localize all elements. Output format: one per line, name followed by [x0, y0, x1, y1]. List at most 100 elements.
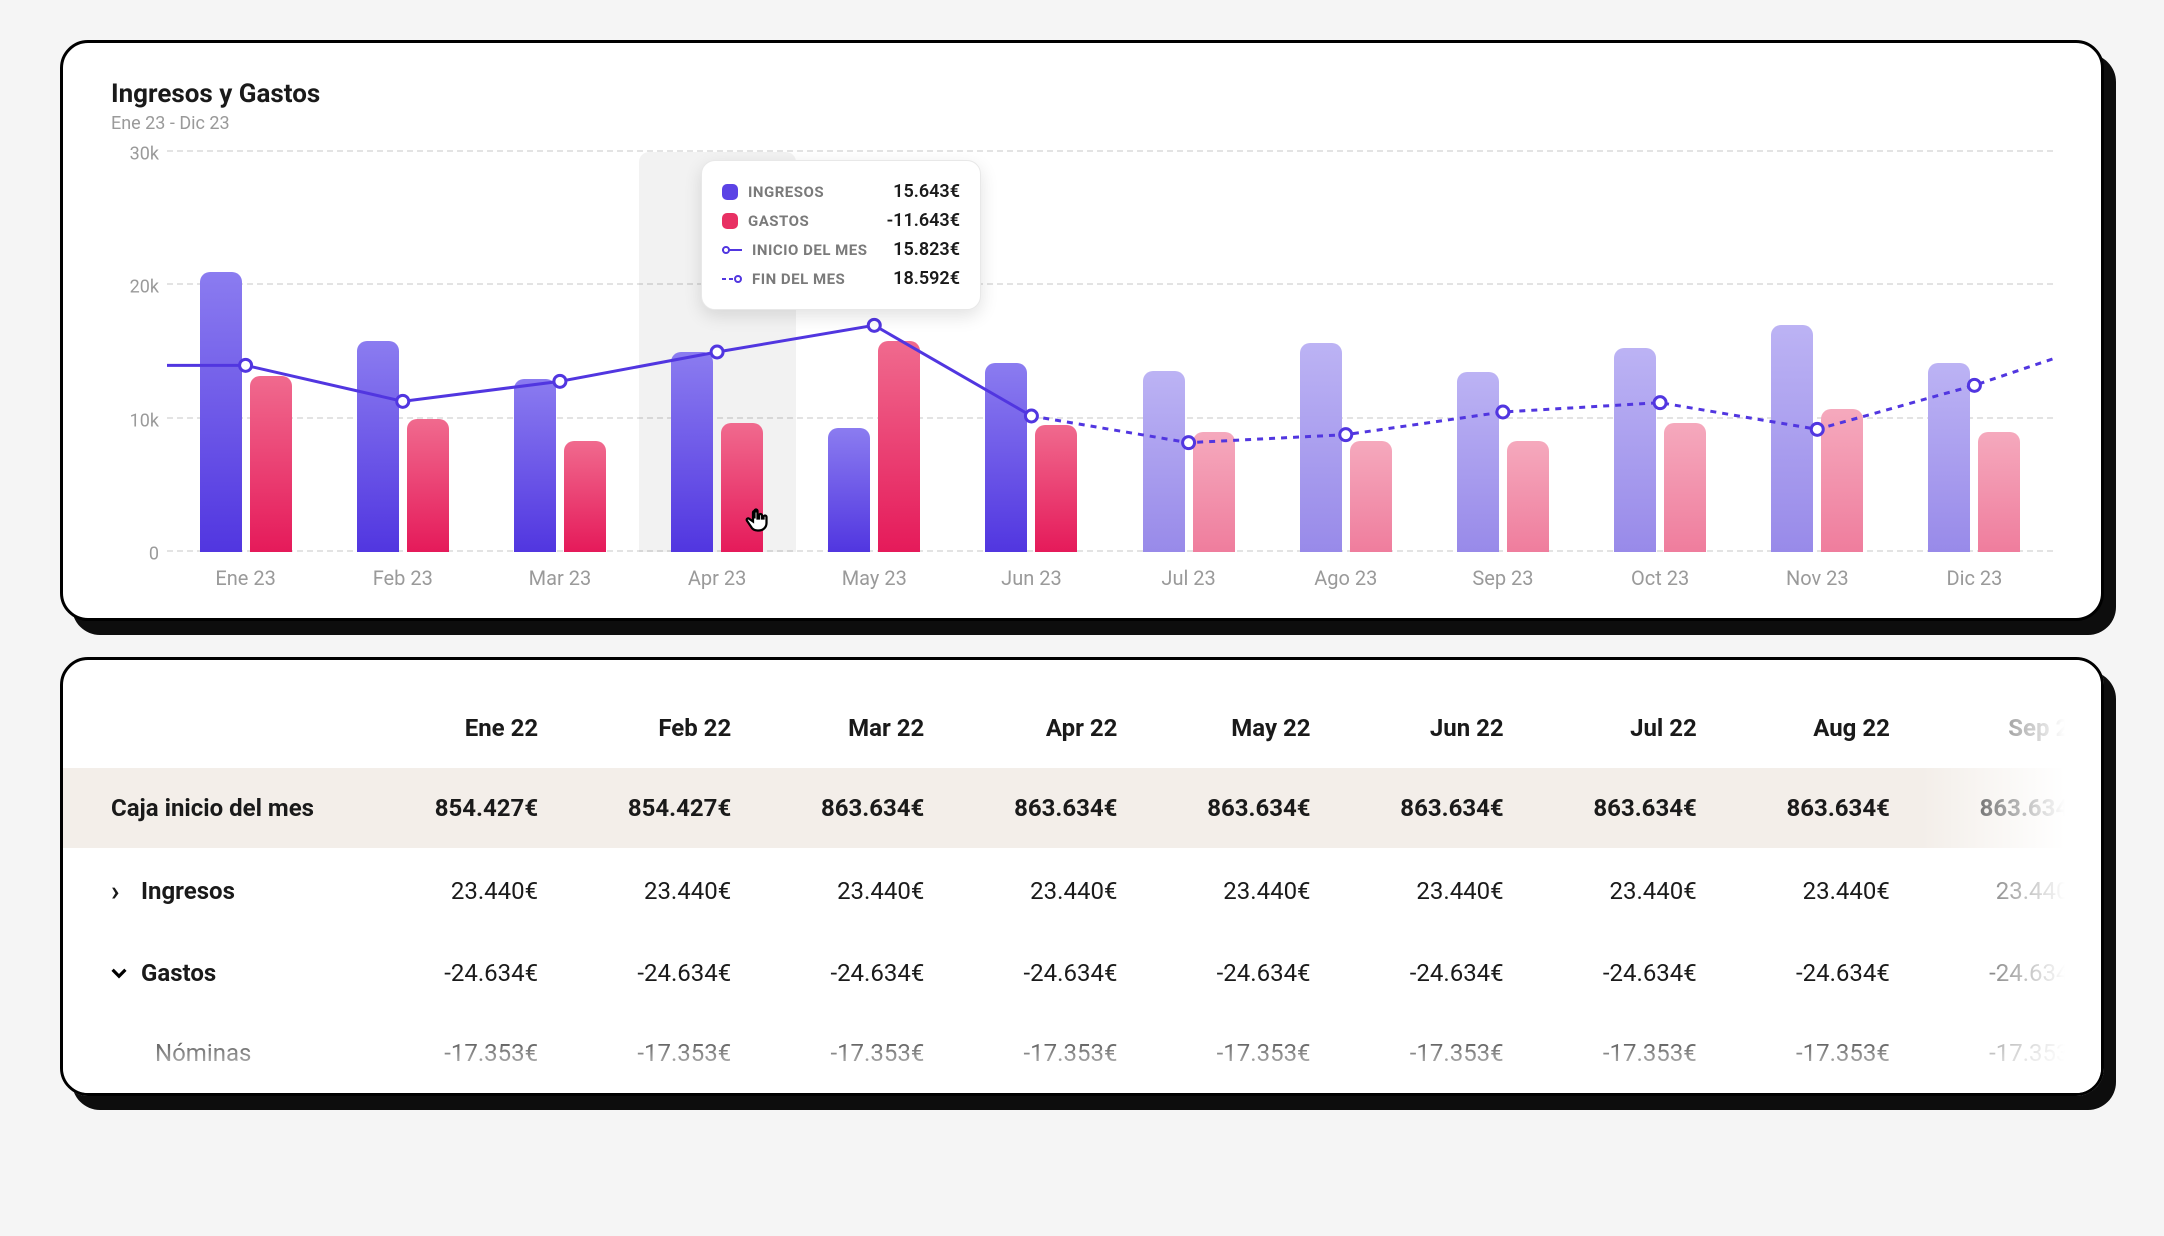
- month-column[interactable]: [167, 152, 324, 552]
- tooltip-label: INICIO DEL MES: [752, 241, 867, 259]
- bar-gastos[interactable]: [1193, 432, 1235, 552]
- table-cell: 23.440€: [556, 848, 749, 933]
- chevron-right-icon[interactable]: ›: [111, 874, 129, 907]
- table-cell: 23.440€: [1715, 848, 1908, 933]
- table-cell: -24.634€: [749, 933, 942, 1013]
- table-header[interactable]: Mar 22: [749, 688, 942, 768]
- bar-ingresos[interactable]: [514, 379, 556, 552]
- month-column[interactable]: [1582, 152, 1739, 552]
- table-cell: -17.353€: [942, 1013, 1135, 1093]
- table-cell: -24.634€: [556, 933, 749, 1013]
- bar-ingresos[interactable]: [828, 428, 870, 552]
- table-header[interactable]: Aug 22: [1715, 688, 1908, 768]
- bar-gastos[interactable]: [1035, 425, 1077, 552]
- x-axis-labels: Ene 23Feb 23Mar 23Apr 23May 23Jun 23Jul …: [167, 552, 2053, 590]
- bar-ingresos[interactable]: [200, 272, 242, 552]
- x-label: Oct 23: [1582, 552, 1739, 590]
- bar-ingresos[interactable]: [1300, 343, 1342, 552]
- bar-gastos[interactable]: [1664, 423, 1706, 552]
- table-cell: -24.634€: [1135, 933, 1328, 1013]
- bar-ingresos[interactable]: [1928, 363, 1970, 552]
- table-cell: 863.634€: [1715, 768, 1908, 848]
- table-row: Nóminas-17.353€-17.353€-17.353€-17.353€-…: [63, 1013, 2101, 1093]
- row-label-cell: Caja inicio del mes: [63, 768, 363, 848]
- chart-subtitle: Ene 23 - Dic 23: [111, 113, 2053, 134]
- tooltip-row: INICIO DEL MES 15.823€: [722, 235, 960, 264]
- table-cell: 863.634€: [749, 768, 942, 848]
- table-cell: -24.634€: [942, 933, 1135, 1013]
- table-cell: -17.353€: [556, 1013, 749, 1093]
- table-cell: -17.353€: [1329, 1013, 1522, 1093]
- table-cell: 23.440€: [1329, 848, 1522, 933]
- bar-columns[interactable]: [167, 152, 2053, 552]
- table-cell: 863.634€: [1329, 768, 1522, 848]
- tooltip-label: GASTOS: [748, 212, 809, 230]
- bar-ingresos[interactable]: [1771, 325, 1813, 552]
- tooltip-row: INGRESOS15.643€: [722, 177, 960, 206]
- table-cell: 854.427€: [556, 768, 749, 848]
- table-cell: -24.634€: [1522, 933, 1715, 1013]
- row-label-cell[interactable]: Gastos: [63, 933, 363, 1013]
- month-column[interactable]: [1110, 152, 1267, 552]
- table-header[interactable]: May 22: [1135, 688, 1328, 768]
- chevron-down-icon[interactable]: [111, 959, 129, 987]
- table-card: Ene 22Feb 22Mar 22Apr 22May 22Jun 22Jul …: [60, 657, 2104, 1096]
- x-label: Sep 23: [1424, 552, 1581, 590]
- x-label: Ago 23: [1267, 552, 1424, 590]
- month-column[interactable]: [1739, 152, 1896, 552]
- x-label: Dic 23: [1896, 552, 2053, 590]
- table-row: Caja inicio del mes854.427€854.427€863.6…: [63, 768, 2101, 848]
- table-cell: -17.353€: [363, 1013, 556, 1093]
- table-cell: 863.634€: [942, 768, 1135, 848]
- y-tick: 30k: [111, 144, 159, 165]
- tooltip-value: 15.823€: [893, 239, 960, 260]
- y-tick: 10k: [111, 410, 159, 431]
- month-column[interactable]: [1896, 152, 2053, 552]
- row-label: Caja inicio del mes: [111, 794, 314, 822]
- table-cell: 23.440€: [1522, 848, 1715, 933]
- table-cell: 23.440€: [749, 848, 942, 933]
- month-column[interactable]: [1267, 152, 1424, 552]
- table-cell: 863.634€: [1135, 768, 1328, 848]
- bar-ingresos[interactable]: [1143, 371, 1185, 552]
- pointer-cursor-icon: [741, 502, 777, 546]
- bar-ingresos[interactable]: [1457, 372, 1499, 552]
- bar-ingresos[interactable]: [671, 352, 713, 552]
- table-header[interactable]: Sep 22: [1908, 688, 2101, 768]
- month-column[interactable]: [481, 152, 638, 552]
- table-row: ›Ingresos23.440€23.440€23.440€23.440€23.…: [63, 848, 2101, 933]
- bar-gastos[interactable]: [250, 376, 292, 552]
- table-header[interactable]: Jul 22: [1522, 688, 1715, 768]
- table-cell: 863.634€: [1908, 768, 2101, 848]
- table-cell: 863.634€: [1522, 768, 1715, 848]
- row-label: Gastos: [141, 959, 216, 987]
- month-column[interactable]: [324, 152, 481, 552]
- legend-swatch: [722, 213, 738, 229]
- bar-gastos[interactable]: [878, 341, 920, 552]
- table-corner: [63, 688, 363, 768]
- bar-ingresos[interactable]: [357, 341, 399, 552]
- table-header[interactable]: Feb 22: [556, 688, 749, 768]
- x-label: Apr 23: [639, 552, 796, 590]
- bar-gastos[interactable]: [1350, 441, 1392, 552]
- table-header[interactable]: Apr 22: [942, 688, 1135, 768]
- bar-gastos[interactable]: [407, 419, 449, 552]
- table-cell: 23.440€: [1908, 848, 2101, 933]
- tooltip-label: FIN DEL MES: [752, 270, 845, 288]
- bar-gastos[interactable]: [1821, 409, 1863, 552]
- table-header[interactable]: Ene 22: [363, 688, 556, 768]
- table-header[interactable]: Jun 22: [1329, 688, 1522, 768]
- chart-title: Ingresos y Gastos: [111, 79, 2053, 109]
- bar-gastos[interactable]: [1507, 441, 1549, 552]
- row-label-cell: Nóminas: [63, 1013, 363, 1093]
- bar-ingresos[interactable]: [1614, 348, 1656, 552]
- row-label-cell[interactable]: ›Ingresos: [63, 848, 363, 933]
- bar-gastos[interactable]: [1978, 432, 2020, 552]
- bar-gastos[interactable]: [564, 441, 606, 552]
- chart-tooltip: INGRESOS15.643€GASTOS-11.643€INICIO DEL …: [701, 160, 981, 310]
- table-cell: -17.353€: [1908, 1013, 2101, 1093]
- table-cell: 23.440€: [942, 848, 1135, 933]
- tooltip-value: 18.592€: [893, 268, 960, 289]
- bar-ingresos[interactable]: [985, 363, 1027, 552]
- month-column[interactable]: [1424, 152, 1581, 552]
